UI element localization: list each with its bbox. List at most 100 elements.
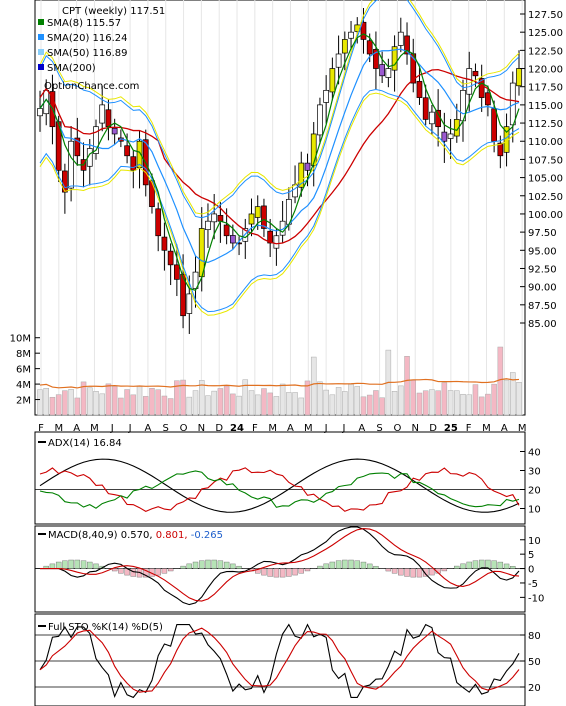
macd-histogram-bar bbox=[454, 565, 460, 569]
candle-body bbox=[192, 271, 199, 289]
sto-tick-label: 80 bbox=[528, 631, 541, 642]
candle-body bbox=[478, 78, 485, 98]
x-tick-label: M bbox=[90, 423, 99, 434]
macd-histogram-bar bbox=[211, 559, 217, 569]
macd-histogram-bar bbox=[74, 559, 81, 569]
candle-body bbox=[37, 108, 43, 117]
candle-body bbox=[155, 208, 162, 237]
volume-bar bbox=[130, 394, 137, 416]
macd-histogram-bar bbox=[279, 568, 286, 578]
macd-histogram-bar bbox=[292, 568, 298, 576]
volume-bar bbox=[286, 392, 292, 416]
volume-bar bbox=[366, 394, 373, 416]
adx-tick-label: 40 bbox=[528, 448, 541, 459]
volume-bar bbox=[460, 393, 466, 416]
price-tick-label: 97.50 bbox=[528, 228, 557, 239]
macd-histogram-bar bbox=[348, 559, 354, 569]
x-tick-label: M bbox=[54, 423, 63, 434]
macd-tick-label: -5 bbox=[528, 579, 538, 590]
macd-title-main: MACD(8,40,9) 0.570, bbox=[48, 530, 153, 541]
x-tick-label: F bbox=[466, 423, 472, 434]
price-tick-label: 105.00 bbox=[528, 174, 563, 185]
volume-bar bbox=[497, 346, 504, 416]
volume-bar bbox=[149, 388, 155, 416]
x-tick-label: J bbox=[110, 423, 114, 434]
x-tick-label: J bbox=[324, 423, 328, 434]
volume-bar bbox=[205, 395, 211, 416]
candle-body bbox=[435, 109, 441, 128]
x-tick-label: M bbox=[482, 423, 491, 434]
candle-body bbox=[279, 220, 286, 236]
legend-sma50: SMA(50) 116.89 bbox=[47, 48, 128, 59]
volume-bar bbox=[510, 372, 516, 416]
macd-histogram-bar bbox=[49, 563, 56, 569]
price-tick-label: 110.00 bbox=[528, 137, 563, 148]
macd-histogram-bar bbox=[55, 561, 62, 569]
legend-swatch-sma8 bbox=[38, 19, 44, 25]
adx-tick-label: 20 bbox=[528, 486, 541, 497]
volume-bar bbox=[49, 396, 56, 416]
sto-tick-label: 50 bbox=[528, 657, 541, 668]
volume-bar bbox=[143, 396, 149, 416]
candle-body bbox=[130, 156, 137, 171]
adx-swatch bbox=[38, 441, 46, 443]
candle-body bbox=[466, 68, 473, 95]
macd-histogram-bar bbox=[466, 561, 472, 569]
macd-histogram-bar bbox=[68, 559, 74, 569]
macd-tick-label: -10 bbox=[528, 593, 544, 604]
volume-bar bbox=[105, 383, 112, 416]
adx-di-plus-line bbox=[39, 470, 520, 509]
macd-histogram-bar bbox=[329, 561, 336, 569]
volume-bar bbox=[261, 388, 267, 416]
price-tick-label: 115.00 bbox=[528, 101, 563, 112]
x-tick-label: O bbox=[393, 423, 401, 434]
price-tick-label: 87.50 bbox=[528, 301, 557, 312]
volume-bar bbox=[118, 397, 124, 416]
x-tick-label: 25 bbox=[444, 423, 458, 434]
watermark: OptionChance.com bbox=[44, 81, 139, 92]
volume-bar bbox=[354, 386, 361, 416]
candle-body bbox=[472, 70, 479, 77]
macd-title-signal: 0.801, bbox=[156, 530, 188, 541]
macd-histogram-bar bbox=[472, 560, 479, 569]
candle-body bbox=[186, 293, 193, 314]
volume-bar bbox=[236, 395, 242, 416]
volume-bar bbox=[360, 396, 367, 416]
macd-histogram-bar bbox=[478, 559, 485, 569]
candle-body bbox=[310, 133, 317, 166]
candle-body bbox=[180, 273, 186, 317]
candle-body bbox=[273, 235, 280, 249]
candle-body bbox=[491, 108, 497, 142]
x-tick-label: M bbox=[268, 423, 277, 434]
candle-body bbox=[354, 24, 361, 32]
candle-body bbox=[341, 39, 348, 54]
candle-body bbox=[223, 224, 230, 237]
x-tick-label: F bbox=[38, 423, 44, 434]
bollinger-upper bbox=[39, 0, 520, 215]
volume-bar bbox=[292, 392, 298, 416]
candle-body bbox=[304, 162, 311, 171]
candle-body bbox=[267, 230, 274, 244]
legend-sma200: SMA(200) bbox=[47, 63, 96, 74]
adx-tick-label: 10 bbox=[528, 505, 541, 516]
x-tick-label: S bbox=[163, 423, 169, 434]
macd-histogram-bar bbox=[335, 560, 342, 569]
volume-bar bbox=[466, 394, 472, 416]
macd-histogram-bar bbox=[367, 563, 373, 569]
macd-histogram-bar bbox=[223, 561, 230, 569]
adx-tick-label: 30 bbox=[528, 467, 541, 478]
volume-bar bbox=[111, 386, 118, 416]
volume-bar bbox=[478, 396, 485, 416]
volume-bar bbox=[317, 381, 323, 416]
sma200-line bbox=[39, 68, 520, 245]
macd-title: MACD(8,40,9) 0.570, 0.801, -0.265 bbox=[48, 530, 223, 541]
price-tick-label: 112.50 bbox=[528, 119, 563, 130]
sto-tick-label: 20 bbox=[528, 683, 541, 694]
macd-tick-label: 0 bbox=[528, 565, 534, 576]
volume-bar bbox=[180, 379, 186, 416]
x-tick-label: A bbox=[144, 423, 151, 434]
volume-bar bbox=[398, 385, 404, 416]
volume-bar bbox=[223, 385, 230, 416]
volume-bar bbox=[279, 383, 286, 416]
macd-histogram-bar bbox=[286, 568, 292, 577]
